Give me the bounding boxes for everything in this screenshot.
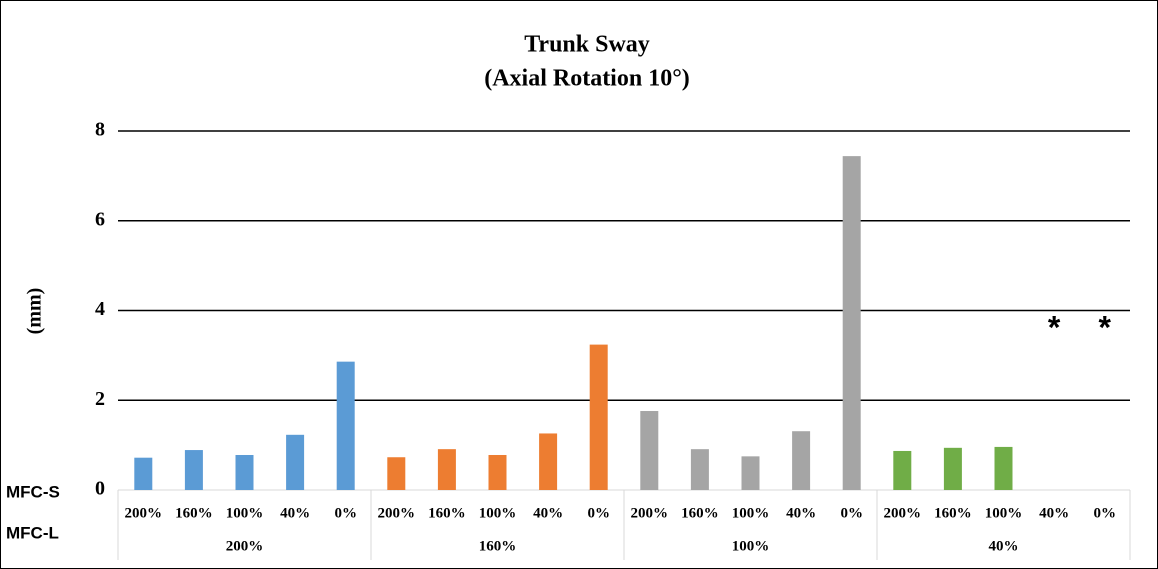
group-label: 160% — [479, 538, 517, 554]
bar — [994, 446, 1013, 490]
bar — [893, 450, 912, 490]
x-tick-label: 200% — [631, 505, 669, 521]
y-tick-label: 0 — [95, 478, 105, 500]
y-tick-label: 6 — [95, 208, 105, 230]
bar — [286, 434, 305, 490]
x-tick-label: 200% — [378, 505, 416, 521]
annotation: * — [1098, 309, 1111, 345]
x-tick-label: 100% — [226, 505, 264, 521]
bar — [184, 450, 203, 490]
bar — [640, 411, 659, 490]
x-tick-label: 0% — [840, 505, 863, 521]
group-label: 200% — [226, 538, 264, 554]
row-label: MFC-L — [6, 523, 59, 542]
x-tick-label: 0% — [1093, 505, 1116, 521]
bar — [741, 456, 760, 490]
x-tick-label: 160% — [428, 505, 466, 521]
chart-title: (Axial Rotation 10°) — [484, 66, 690, 92]
x-tick-label: 100% — [732, 505, 770, 521]
x-tick-label: 40% — [786, 505, 816, 521]
y-tick-label: 4 — [95, 298, 105, 320]
y-tick-label: 2 — [95, 388, 105, 410]
chart-title: Trunk Sway — [524, 32, 650, 58]
bar — [336, 361, 355, 490]
x-tick-label: 160% — [934, 505, 972, 521]
x-tick-label: 0% — [334, 505, 357, 521]
x-tick-label: 160% — [681, 505, 719, 521]
x-tick-label: 40% — [533, 505, 563, 521]
bar — [792, 431, 811, 490]
bar — [134, 457, 153, 490]
bar — [488, 454, 507, 490]
x-tick-label: 200% — [125, 505, 163, 521]
group-label: 40% — [989, 538, 1019, 554]
row-label: MFC-S — [6, 482, 60, 501]
x-tick-label: 160% — [175, 505, 213, 521]
y-tick-label: 8 — [95, 119, 105, 141]
bar — [842, 156, 861, 490]
bar — [690, 449, 709, 490]
x-tick-label: 0% — [587, 505, 610, 521]
bar — [539, 433, 558, 490]
bar — [943, 447, 962, 490]
bar — [589, 344, 608, 490]
x-tick-label: 200% — [884, 505, 922, 521]
annotation: * — [1048, 309, 1061, 345]
x-tick-label: 40% — [1039, 505, 1069, 521]
bar — [437, 449, 456, 490]
x-tick-label: 40% — [280, 505, 310, 521]
x-tick-label: 100% — [479, 505, 517, 521]
y-axis-label: (mm) — [24, 288, 46, 335]
bar — [387, 457, 406, 490]
group-label: 100% — [732, 538, 770, 554]
x-tick-label: 100% — [985, 505, 1023, 521]
bar — [235, 454, 254, 490]
